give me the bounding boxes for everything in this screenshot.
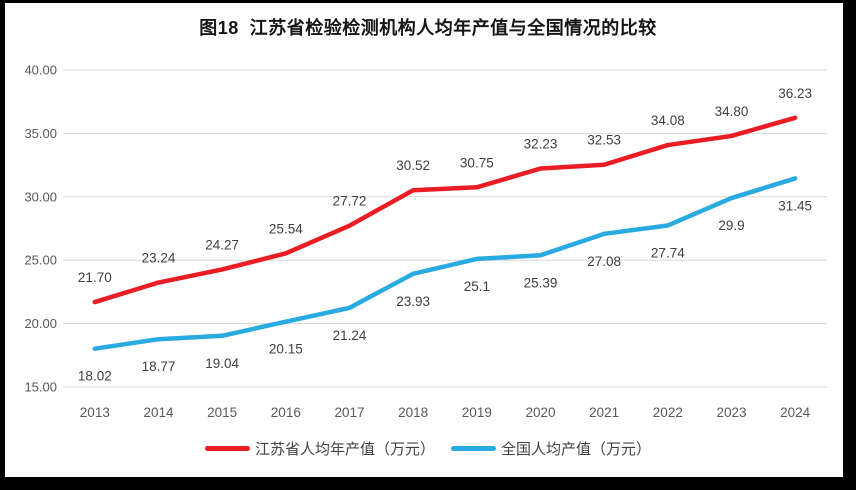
legend-label-jiangsu: 江苏省人均年产值（万元） — [254, 441, 435, 458]
data-label-jiangsu: 27.72 — [333, 194, 367, 209]
legend-item-national: 全国人均产值（万元） — [451, 438, 651, 459]
series-line-national — [92, 176, 798, 351]
legend-label-national: 全国人均产值（万元） — [501, 441, 652, 458]
chart-legend: 江苏省人均年产值（万元） 全国人均产值（万元） — [0, 438, 856, 459]
y-axis-tick-label: 15.00 — [24, 380, 57, 395]
x-axis-tick-label: 2022 — [653, 405, 683, 420]
data-label-national: 25.1 — [464, 279, 490, 294]
data-label-national: 23.93 — [396, 294, 430, 309]
x-axis-tick-label: 2018 — [398, 405, 428, 420]
data-label-jiangsu: 24.27 — [205, 237, 239, 252]
x-axis-tick-label: 2019 — [462, 405, 492, 420]
data-label-jiangsu: 32.23 — [524, 137, 558, 152]
data-label-national: 27.74 — [651, 245, 685, 260]
data-label-jiangsu: 23.24 — [142, 251, 176, 266]
x-axis-tick-label: 2024 — [780, 405, 811, 420]
y-axis-tick-label: 20.00 — [24, 316, 57, 331]
data-label-jiangsu: 25.54 — [269, 221, 303, 236]
x-axis-tick-label: 2017 — [334, 405, 364, 420]
y-axis-tick-label: 30.00 — [24, 189, 57, 204]
data-label-national: 21.24 — [333, 328, 367, 343]
data-label-national: 20.15 — [269, 342, 303, 357]
screenshot-edge-left — [0, 0, 5, 490]
x-axis-tick-label: 2020 — [525, 405, 555, 420]
chart-title: 图18 江苏省检验检测机构人均年产值与全国情况的比较 — [199, 18, 657, 38]
data-label-national: 18.77 — [142, 359, 176, 374]
y-axis-tick-label: 25.00 — [24, 253, 57, 268]
data-label-jiangsu: 21.70 — [78, 270, 112, 285]
x-axis-tick-label: 2014 — [143, 405, 174, 420]
y-axis-tick-label: 40.00 — [24, 63, 57, 78]
legend-item-jiangsu: 江苏省人均年产值（万元） — [204, 438, 435, 459]
data-label-jiangsu: 34.08 — [651, 113, 685, 128]
legend-swatch-national-line — [451, 446, 496, 451]
x-axis-tick-label: 2015 — [207, 405, 237, 420]
data-label-national: 25.39 — [524, 275, 558, 290]
data-label-jiangsu: 30.52 — [396, 158, 430, 173]
screenshot-edge-top — [0, 0, 856, 3]
data-label-national: 19.04 — [205, 356, 239, 371]
x-axis-tick-label: 2013 — [80, 405, 110, 420]
data-label-jiangsu: 32.53 — [587, 133, 621, 148]
data-label-national: 27.08 — [587, 254, 621, 269]
x-axis-tick-label: 2016 — [271, 405, 301, 420]
data-label-national: 18.02 — [78, 369, 112, 384]
data-label-jiangsu: 30.75 — [460, 155, 494, 170]
data-label-jiangsu: 36.23 — [778, 86, 812, 101]
legend-swatch-jiangsu-line — [204, 446, 250, 451]
data-label-national: 31.45 — [778, 198, 812, 213]
series-line-jiangsu — [92, 115, 798, 305]
x-axis-tick-label: 2023 — [716, 405, 746, 420]
data-label-national: 29.9 — [718, 218, 744, 233]
screenshot-edge-bottom — [0, 477, 856, 490]
screenshot-edge-right — [843, 0, 856, 490]
x-axis-tick-label: 2021 — [589, 405, 619, 420]
data-label-jiangsu: 34.80 — [715, 104, 749, 119]
y-axis-tick-label: 35.00 — [24, 126, 57, 141]
